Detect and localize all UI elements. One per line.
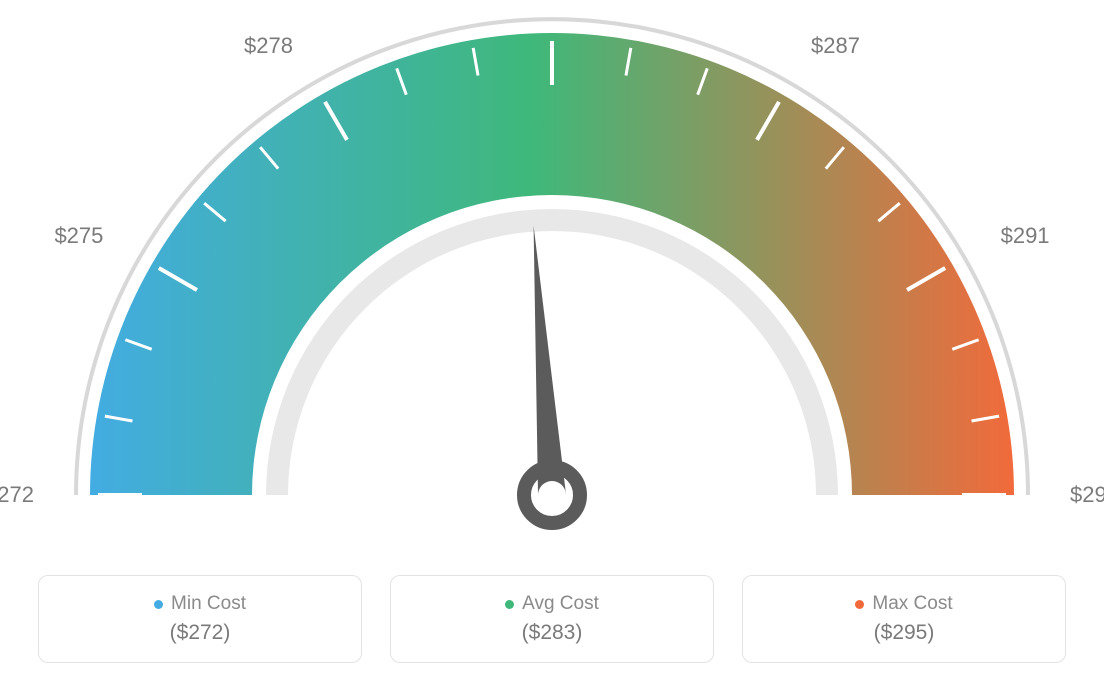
- legend-max-top: Max Cost: [855, 593, 952, 615]
- legend-card-max: Max Cost ($295): [742, 575, 1066, 663]
- gauge-tick-label: $275: [54, 223, 103, 249]
- legend-avg-label: Avg Cost: [522, 593, 599, 615]
- legend-card-avg: Avg Cost ($283): [390, 575, 714, 663]
- legend-min-label: Min Cost: [171, 593, 246, 615]
- gauge-tick-label: $272: [0, 482, 34, 508]
- legend-max-dot: [855, 600, 864, 609]
- gauge-area: $272$275$278$283$287$291$295: [0, 0, 1104, 560]
- legend-max-label: Max Cost: [872, 593, 952, 615]
- gauge-tick-label: $287: [811, 33, 860, 59]
- legend-card-min: Min Cost ($272): [38, 575, 362, 663]
- gauge-svg: [0, 0, 1104, 560]
- legend-min-dot: [154, 600, 163, 609]
- gauge-tick-label: $295: [1070, 482, 1104, 508]
- cost-gauge-chart: $272$275$278$283$287$291$295 Min Cost ($…: [0, 0, 1104, 690]
- legend-min-value: ($272): [170, 621, 231, 645]
- gauge-tick-label: $278: [244, 33, 293, 59]
- legend-min-top: Min Cost: [154, 593, 246, 615]
- legend-row: Min Cost ($272) Avg Cost ($283) Max Cost…: [0, 570, 1104, 690]
- legend-max-value: ($295): [874, 621, 935, 645]
- legend-avg-dot: [505, 600, 514, 609]
- legend-avg-top: Avg Cost: [505, 593, 599, 615]
- legend-avg-value: ($283): [522, 621, 583, 645]
- gauge-tick-label: $291: [1001, 223, 1050, 249]
